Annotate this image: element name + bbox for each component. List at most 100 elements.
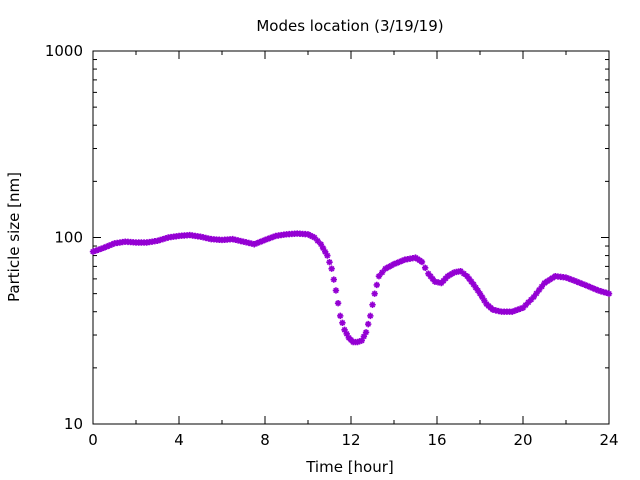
data-points [89,230,613,346]
data-point [429,275,436,283]
data-point [565,275,572,282]
axes: 0 4 8 12 16 20 24 10 100 1000 [45,42,619,449]
data-point [373,281,380,289]
data-point [261,236,269,244]
data-point [514,306,521,313]
chart-title: Modes location (3/19/19) [256,17,443,35]
data-point [425,270,432,277]
data-point [317,241,325,248]
data-point [418,258,426,266]
data-point [527,296,535,303]
data-point [434,279,442,286]
data-point [343,330,350,337]
data-point [314,237,321,245]
data-point [589,284,597,292]
data-point [324,252,331,259]
data-point [264,235,271,243]
x-tick-label: 8 [260,431,270,449]
data-point [322,248,329,255]
data-point [478,293,486,301]
data-point [105,242,113,249]
data-point [156,236,164,244]
data-point [89,248,97,255]
data-point [522,301,529,309]
y-tick-label: 10 [64,415,83,433]
data-point [358,337,365,344]
data-point [605,290,613,297]
data-point [337,312,344,320]
data-point [481,297,488,304]
x-axis-label: Time [hour] [305,458,394,476]
data-point [581,281,589,289]
data-point [154,237,161,245]
data-point [393,259,400,267]
data-point [463,273,471,280]
data-point [97,245,105,252]
x-tick-label: 16 [427,431,446,449]
data-point [396,258,403,266]
data-point [562,274,570,281]
data-point [474,287,482,294]
x-tick-label: 12 [341,431,360,449]
data-point [108,241,116,248]
data-point [332,287,340,294]
data-point [538,283,546,290]
data-point [472,284,479,291]
data-point [568,276,575,283]
data-point [253,239,261,247]
data-point [362,329,370,336]
data-point [95,246,102,253]
x-tick-label: 24 [599,431,618,449]
data-point [369,301,376,308]
data-point [92,247,99,254]
y-tick-label: 1000 [45,42,83,60]
data-point [367,312,374,320]
data-point [103,243,110,250]
x-tick-label: 4 [174,431,184,449]
data-point [533,290,540,297]
data-point [592,286,599,293]
data-point [267,234,274,242]
data-point [378,269,386,276]
data-point [365,320,372,328]
data-point [535,286,543,294]
data-point [398,257,406,265]
y-tick-label: 100 [54,229,83,247]
data-point [326,258,333,266]
data-point [519,304,527,311]
data-point [385,263,392,271]
data-point [269,233,277,241]
data-point [578,280,586,287]
data-point [334,299,342,307]
data-point [390,260,398,268]
data-point [431,278,439,285]
y-axis-label: Particle size [nm] [5,172,23,302]
data-point [341,326,348,333]
data-point [509,308,516,315]
data-point [251,241,258,248]
data-point [375,273,383,280]
data-point [387,262,395,269]
data-point [319,244,327,252]
data-point [468,278,475,285]
data-point [330,276,337,283]
data-point [584,282,591,290]
data-point [530,293,537,301]
x-tick-label: 0 [88,431,98,449]
data-point [382,265,389,272]
data-point [511,307,519,314]
data-point [470,281,477,288]
data-point [259,237,266,245]
data-point [576,279,583,286]
data-point [100,244,107,252]
data-point [162,235,169,242]
data-point [570,277,578,284]
data-point [476,290,484,297]
data-point [360,333,368,340]
data-point [466,275,473,283]
data-point [427,273,434,280]
data-point [517,305,524,312]
data-point [159,235,167,243]
data-point [460,270,468,277]
